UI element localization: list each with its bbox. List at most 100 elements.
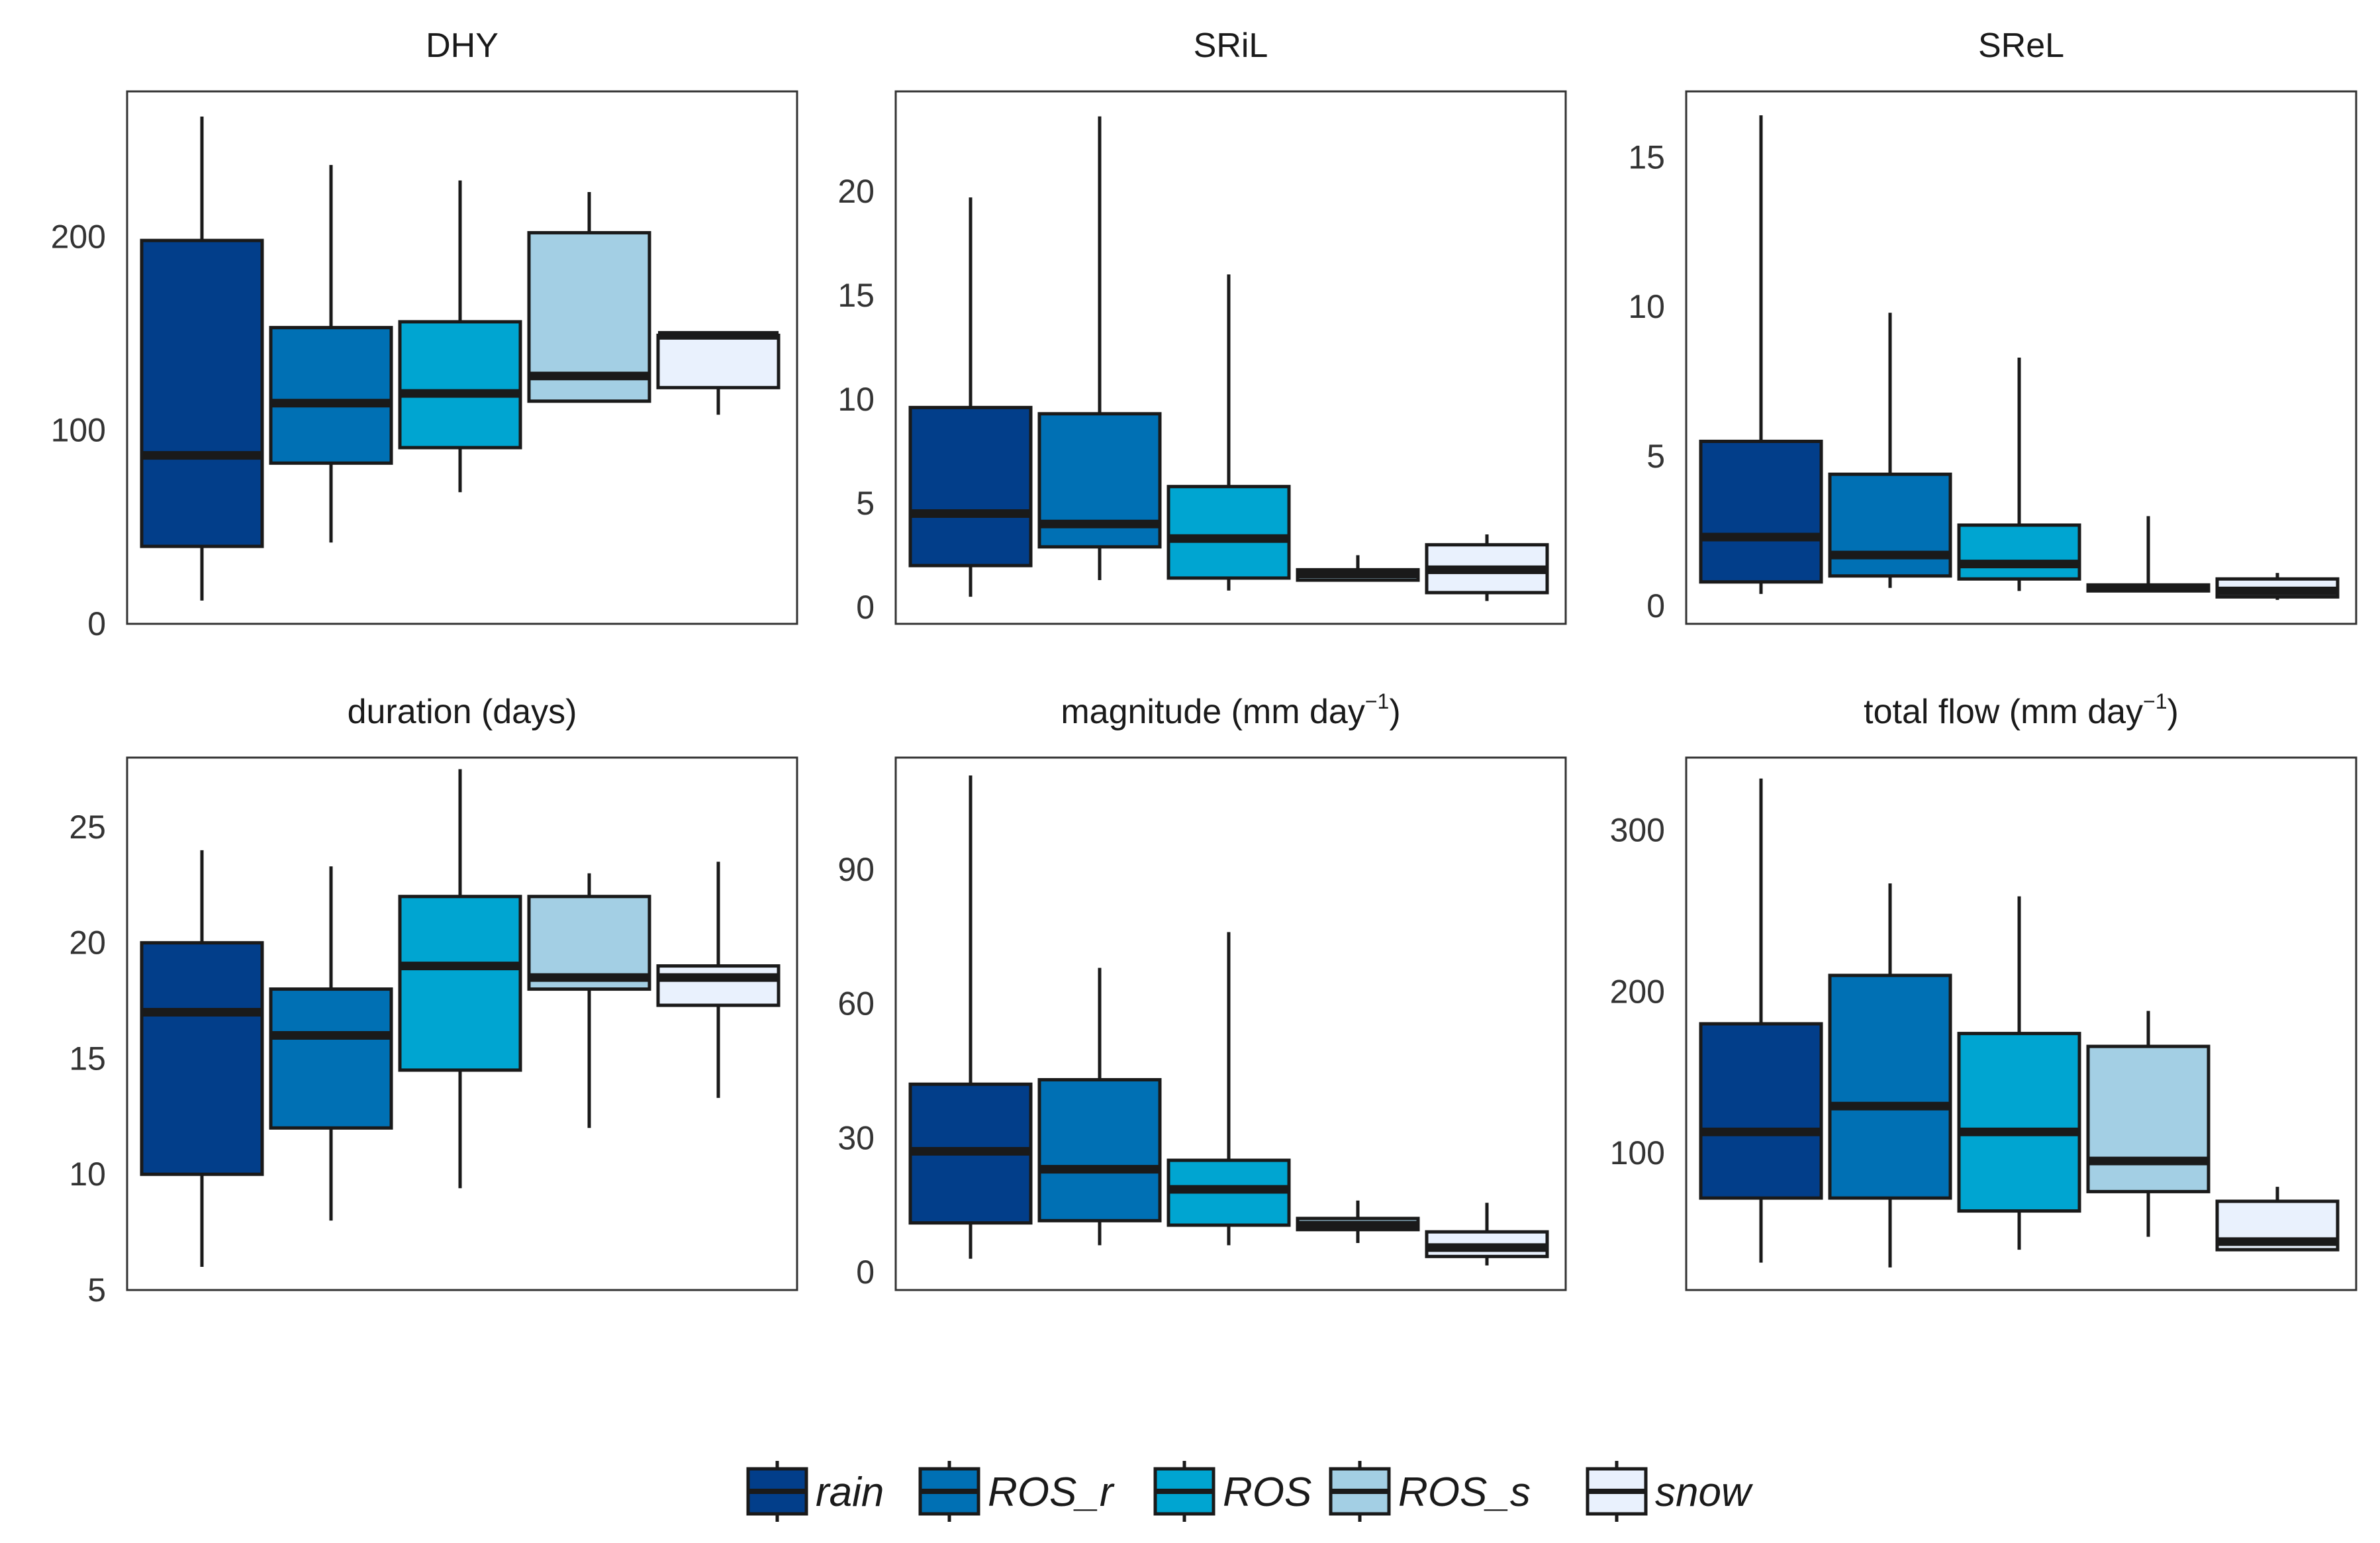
y-tick-label-sril-10: 10 [837, 381, 875, 418]
legend-label-ros-r: ROS_r [988, 1469, 1115, 1515]
y-tick-label-magnitude-mm-day-1-60: 60 [837, 985, 875, 1022]
panel-srel: SReL 0 5 10 15 [1628, 26, 2357, 625]
y-tick-label-duration-days-15: 15 [69, 1040, 106, 1077]
y-tick-label-srel-10: 10 [1628, 288, 1665, 325]
y-tick-label-dhy-0: 0 [87, 605, 106, 642]
box-total-flow-mm-day-1-rain [1699, 778, 1823, 1263]
panel-title-srel: SReL [1978, 26, 2064, 65]
box-body-duration-days-ros [398, 895, 522, 1072]
panel-title-sril: SRiL [1194, 26, 1268, 65]
panel-title-dhy: DHY [426, 26, 499, 65]
legend-item-rain: rain [746, 1461, 884, 1522]
y-tick-label-dhy-200: 200 [51, 218, 106, 255]
y-tick-label-total-flow-mm-day-1-100: 100 [1610, 1134, 1665, 1171]
box-magnitude-mm-day-1-snow [1425, 1203, 1549, 1266]
box-sril-ros-r [1037, 116, 1162, 581]
panel-sril: SRiL 0 5 10 15 20 [837, 26, 1567, 626]
box-dhy-ros-r [269, 165, 393, 543]
y-tick-label-sril-0: 0 [856, 589, 875, 626]
y-tick-label-sril-15: 15 [837, 277, 875, 314]
panel-frame-magnitude-mm-day-1 [894, 756, 1567, 1291]
box-body-dhy-snow [656, 333, 781, 389]
panel-title-magnitude-mm-day-1: magnitude (mm day−1) [1061, 689, 1400, 731]
box-srel-ros [1957, 358, 2081, 591]
panel-frame-dhy [126, 90, 798, 625]
y-tick-label-magnitude-mm-day-1-90: 90 [837, 851, 875, 888]
y-tick-label-duration-days-20: 20 [69, 924, 106, 962]
box-dhy-ros-s [527, 192, 651, 403]
y-tick-label-magnitude-mm-day-1-0: 0 [856, 1254, 875, 1291]
box-magnitude-mm-day-1-ros-s [1296, 1200, 1420, 1244]
box-magnitude-mm-day-1-ros [1166, 932, 1291, 1246]
box-body-dhy-ros-r [269, 326, 393, 465]
panel-frame-duration-days [126, 756, 798, 1291]
y-tick-label-duration-days-10: 10 [69, 1156, 106, 1193]
y-tick-label-duration-days-25: 25 [69, 809, 106, 846]
box-duration-days-rain [140, 850, 264, 1268]
box-body-duration-days-rain [140, 941, 264, 1176]
box-body-magnitude-mm-day-1-ros-r [1037, 1077, 1162, 1222]
box-srel-snow [2215, 573, 2340, 600]
legend: rain ROS_r ROS ROS_s snow [746, 1461, 1754, 1522]
panel-title-total-flow-mm-day-1: total flow (mm day−1) [1864, 689, 2179, 731]
box-total-flow-mm-day-1-ros [1957, 896, 2081, 1250]
legend-item-ros: ROS [1153, 1461, 1311, 1522]
box-srel-ros-s [2086, 516, 2211, 593]
y-tick-label-srel-15: 15 [1628, 138, 1665, 175]
legend-label-ros-s: ROS_s [1398, 1469, 1531, 1515]
box-duration-days-ros [398, 769, 522, 1189]
box-sril-ros-s [1296, 555, 1420, 582]
box-body-total-flow-mm-day-1-ros-r [1828, 973, 1952, 1200]
legend-label-snow: snow [1655, 1469, 1754, 1515]
box-body-srel-ros-r [1828, 472, 1952, 578]
panels-layer: DHY0100200SRiL05101520SReL051015duration… [51, 26, 2357, 1309]
y-tick-label-srel-0: 0 [1646, 587, 1665, 624]
box-duration-days-ros-r [269, 866, 393, 1221]
box-magnitude-mm-day-1-rain [908, 775, 1033, 1259]
box-body-dhy-rain [140, 238, 264, 548]
panel-frame-sril [894, 90, 1567, 625]
y-tick-label-srel-5: 5 [1646, 438, 1665, 475]
box-body-srel-rain [1699, 439, 1823, 584]
box-sril-snow [1425, 534, 1549, 601]
box-body-total-flow-mm-day-1-rain [1699, 1022, 1823, 1200]
box-body-srel-ros [1957, 523, 2081, 581]
y-tick-label-dhy-100: 100 [51, 412, 106, 449]
y-tick-label-duration-days-5: 5 [87, 1271, 106, 1309]
box-body-sril-ros [1166, 485, 1291, 580]
box-sril-rain [908, 197, 1033, 597]
legend-label-ros: ROS [1223, 1469, 1311, 1515]
legend-item-snow: snow [1586, 1461, 1754, 1522]
legend-item-ros-s: ROS_s [1329, 1461, 1531, 1522]
legend-item-ros-r: ROS_r [918, 1461, 1115, 1522]
panel-magnitude-mm-day-1: magnitude (mm day−1) 0 30 60 90 [837, 689, 1567, 1291]
box-sril-ros [1166, 274, 1291, 591]
panel-title-duration-days: duration (days) [348, 693, 577, 731]
box-duration-days-ros-s [527, 873, 651, 1128]
box-dhy-ros [398, 180, 522, 493]
box-dhy-rain [140, 117, 264, 601]
box-body-total-flow-mm-day-1-ros [1957, 1032, 2081, 1213]
y-tick-label-magnitude-mm-day-1-30: 30 [837, 1119, 875, 1156]
box-magnitude-mm-day-1-ros-r [1037, 968, 1162, 1246]
y-tick-label-total-flow-mm-day-1-300: 300 [1610, 812, 1665, 849]
box-body-duration-days-ros-r [269, 987, 393, 1130]
box-body-duration-days-snow [656, 964, 781, 1007]
panel-total-flow-mm-day-1: total flow (mm day−1) 100 200 300 [1610, 689, 2357, 1291]
panel-dhy: DHY 0 100 200 [51, 26, 798, 642]
box-body-sril-rain [908, 405, 1033, 568]
box-total-flow-mm-day-1-ros-r [1828, 883, 1952, 1268]
legend-label-rain: rain [816, 1469, 884, 1515]
box-duration-days-snow [656, 862, 781, 1098]
box-srel-ros-r [1828, 313, 1952, 588]
panel-frame-srel [1685, 90, 2357, 625]
panel-duration-days: duration (days) 5 10 15 20 25 [69, 693, 798, 1309]
panel-frame-total-flow-mm-day-1 [1685, 756, 2357, 1291]
box-body-total-flow-mm-day-1-ros-s [2086, 1044, 2211, 1193]
y-tick-label-total-flow-mm-day-1-200: 200 [1610, 973, 1665, 1010]
box-body-dhy-ros [398, 320, 522, 450]
box-total-flow-mm-day-1-ros-s [2086, 1011, 2211, 1237]
box-srel-rain [1699, 115, 1823, 594]
y-tick-label-sril-5: 5 [856, 485, 875, 522]
